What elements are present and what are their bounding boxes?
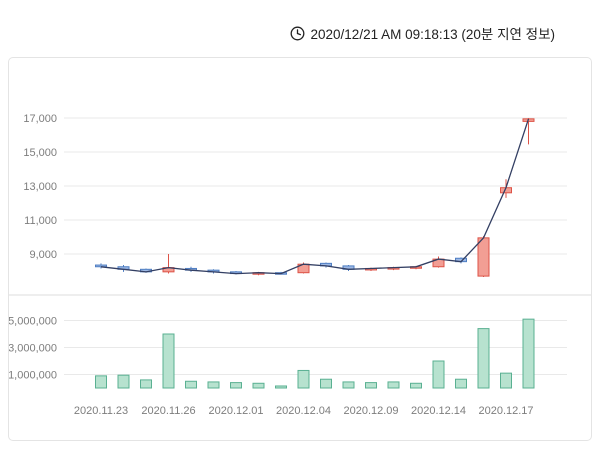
volume-bar xyxy=(522,318,535,389)
date-axis-label: 2020.11.26 xyxy=(141,405,195,417)
volume-bar xyxy=(140,379,152,389)
volume-bar xyxy=(275,385,287,389)
close-price-line xyxy=(100,118,530,275)
date-axis-label: 2020.11.23 xyxy=(74,405,128,417)
price-axis-label: 15,000 xyxy=(23,147,57,159)
price-axis-label: 17,000 xyxy=(23,113,57,125)
volume-bar xyxy=(320,378,332,389)
volume-bar xyxy=(252,382,265,389)
volume-bar xyxy=(432,360,445,389)
clock-icon xyxy=(290,26,305,41)
delayed-quote-header: 2020/12/21 AM 09:18:13 (20분 지연 정보) xyxy=(0,0,600,42)
volume-bar xyxy=(387,381,400,389)
timestamp-label: 2020/12/21 AM 09:18:13 (20분 지연 정보) xyxy=(310,27,555,42)
volume-bar xyxy=(162,333,175,389)
date-axis-label: 2020.12.01 xyxy=(208,405,263,417)
volume-bar xyxy=(500,372,512,389)
date-axis-label: 2020.12.09 xyxy=(343,405,398,417)
volume-bar xyxy=(117,374,130,389)
volume-axis-label: 5,000,000 xyxy=(9,316,57,328)
volume-axis-label: 3,000,000 xyxy=(9,343,57,355)
volume-bar xyxy=(410,382,422,389)
volume-bar xyxy=(477,328,490,389)
volume-bar xyxy=(230,382,242,389)
date-axis-label: 2020.12.04 xyxy=(276,405,331,417)
volume-bar xyxy=(365,382,377,389)
price-axis-label: 11,000 xyxy=(24,215,57,227)
volume-bar xyxy=(342,381,355,389)
volume-bar xyxy=(185,380,197,389)
volume-axis-label: 1,000,000 xyxy=(9,370,57,382)
volume-bar xyxy=(207,381,220,389)
chart-panel: 17,000 15,000 13,000 11,000 9,000 5,000,000 3,… xyxy=(8,57,592,441)
price-axis-label: 9,000 xyxy=(29,249,57,261)
date-axis-label: 2020.12.17 xyxy=(478,405,533,417)
candle-body xyxy=(477,237,490,277)
candle-body xyxy=(95,264,107,268)
stock-chart: 17,000 15,000 13,000 11,000 9,000 5,000,000 3,… xyxy=(9,113,591,417)
volume-bar xyxy=(297,369,310,389)
volume-bar xyxy=(455,378,467,389)
volume-bar xyxy=(95,375,107,389)
price-axis-label: 13,000 xyxy=(23,181,57,193)
date-axis-label: 2020.12.14 xyxy=(411,405,466,417)
